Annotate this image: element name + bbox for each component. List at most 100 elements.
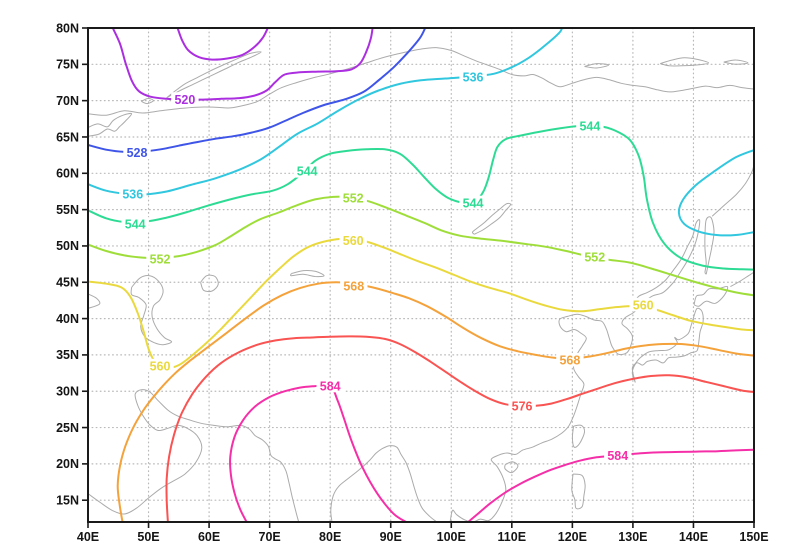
coastline-caspian-sea (130, 275, 173, 346)
contour-label-560: 560 (343, 234, 364, 248)
contour-label-gap (339, 191, 367, 205)
contour-label-gap (146, 251, 174, 266)
contour-line-512 (176, 28, 269, 61)
coastline-taiwan (571, 424, 586, 448)
coastline-arctic-coast (88, 47, 754, 116)
contour-label-552: 552 (150, 252, 171, 266)
contour-label-gap (146, 358, 174, 373)
coastline-hokkaido (693, 285, 729, 307)
contour-line-584 (229, 383, 407, 522)
contour-label-568: 568 (343, 280, 364, 294)
coastline-lake-balkhash (290, 269, 325, 278)
contour-label-544: 544 (579, 119, 600, 133)
lat-tick-label: 50N (56, 239, 79, 253)
contour-label-gap (119, 187, 147, 201)
lat-tick-label: 75N (56, 58, 79, 72)
contour-label-gap (508, 398, 536, 413)
lon-tick-label: 100E (437, 530, 466, 544)
contour-label-gap (123, 145, 151, 160)
lat-tick-label: 35N (56, 348, 79, 362)
lon-tick-label: 120E (558, 530, 587, 544)
lon-tick-label: 70E (259, 530, 281, 544)
contour-label-gap (629, 297, 657, 312)
lat-tick-label: 70N (56, 94, 79, 108)
contour-line-520 (111, 28, 374, 101)
contour-label-544: 544 (297, 165, 318, 179)
contour-label-576: 576 (512, 399, 533, 413)
coastline-japan-honshu (631, 307, 704, 383)
coastline-luzon (571, 473, 586, 510)
lat-tick-label: 80N (56, 21, 79, 35)
coastline-indochina-china-korea-okhotsk-coast (449, 219, 701, 522)
lon-tick-label: 150E (739, 530, 768, 544)
lat-tick-label: 20N (56, 457, 79, 471)
coastline-novaya-zemlya (166, 51, 262, 99)
lat-tick-label: 40N (56, 312, 79, 326)
contour-label-568: 568 (559, 354, 580, 368)
coastline-hainan (504, 461, 519, 474)
coastline-aral-sea (200, 274, 219, 293)
coastline-kola-white-sea (88, 112, 133, 137)
contour-label-552: 552 (584, 250, 605, 264)
contour-label-560: 560 (150, 359, 171, 373)
coastline-kuril-islands (730, 271, 754, 288)
map-layers: 520 528 536 536 544 544 544 544 552 552 552 560 560 5… (88, 28, 754, 522)
contour-label-gap (459, 69, 487, 84)
contour-label-544: 544 (125, 218, 146, 232)
contour-label-528: 528 (127, 146, 148, 160)
contour-label-gap (121, 217, 149, 231)
contour-label-536: 536 (463, 70, 484, 84)
coastline-arabia-iran-india-coast (88, 389, 300, 522)
lat-tick-label: 60N (56, 167, 79, 181)
contour-label-552: 552 (343, 192, 364, 206)
contour-label-gap (340, 278, 368, 293)
coastline-okhotsk-northeast-coast (711, 165, 754, 217)
contour-label-gap (604, 448, 632, 462)
contour-label-520: 520 (174, 93, 195, 107)
contour-line-536 (677, 149, 754, 237)
coastline-lake-baikal (471, 202, 512, 235)
contour-line-568 (116, 281, 754, 522)
lat-tick-label: 15N (56, 494, 79, 508)
lon-tick-label: 80E (319, 530, 341, 544)
contour-label-544: 544 (463, 196, 484, 210)
lon-tick-label: 50E (137, 530, 159, 544)
lon-tick-label: 90E (380, 530, 402, 544)
contour-line-576 (165, 335, 754, 522)
contour-label-gap (576, 118, 604, 133)
map-frame (87, 27, 755, 523)
lat-tick-label: 30N (56, 385, 79, 399)
lat-tick-label: 65N (56, 130, 79, 144)
contour-label-gap (556, 353, 584, 367)
contour-label-560: 560 (633, 298, 654, 312)
contour-label-584: 584 (607, 449, 628, 463)
lat-tick-label: 45N (56, 276, 79, 290)
coastline-black-sea-edge (88, 293, 101, 309)
lat-tick-label: 55N (56, 203, 79, 217)
lat-tick-label: 25N (56, 421, 79, 435)
contour-line-552 (88, 195, 754, 297)
contour-label-gap (171, 92, 199, 106)
lon-tick-label: 60E (198, 530, 220, 544)
contour-label-584: 584 (320, 379, 341, 393)
contour-line-544 (88, 124, 754, 271)
coastline-arctic-island-east (723, 59, 749, 65)
lon-tick-label: 40E (77, 530, 99, 544)
coastline-kolguyev-island (141, 97, 154, 105)
contour-line-536 (88, 28, 564, 196)
contour-label-536: 536 (122, 188, 143, 202)
lon-tick-label: 130E (618, 530, 647, 544)
contour-label-gap (339, 233, 367, 247)
contour-label-gap (316, 378, 344, 393)
coastline-arctic-island-mid (584, 63, 610, 69)
lon-tick-label: 140E (679, 530, 708, 544)
coastline-bay-of-bengal-coast (330, 445, 438, 522)
lon-tick-label: 110E (498, 530, 527, 544)
contour-label-gap (459, 195, 487, 210)
contour-line-584 (467, 448, 754, 522)
contour-label-gap (581, 249, 609, 264)
contour-label-gap (293, 164, 321, 178)
coastline-new-siberian-islands (660, 57, 710, 67)
